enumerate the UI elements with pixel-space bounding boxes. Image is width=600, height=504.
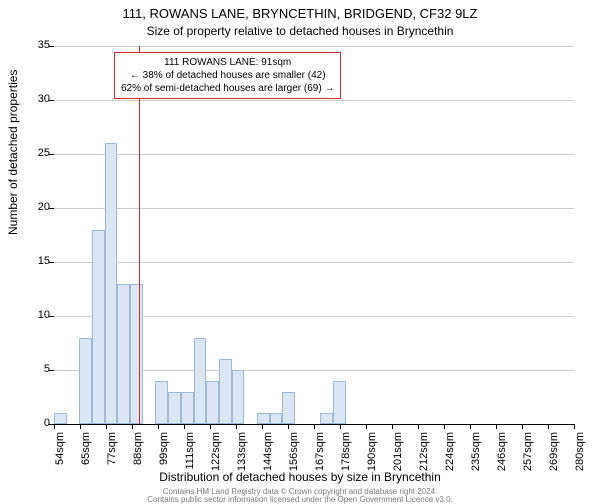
y-tick-label: 25 [20, 147, 50, 159]
x-tick-mark [288, 424, 289, 429]
y-tick-label: 10 [20, 309, 50, 321]
y-tick-mark [49, 100, 54, 101]
y-tick-mark [49, 208, 54, 209]
x-tick-mark [444, 424, 445, 429]
annotation-line: 62% of semi-detached houses are larger (… [121, 82, 334, 95]
annotation-line: 111 ROWANS LANE: 91sqm [121, 56, 334, 69]
x-tick-mark [418, 424, 419, 429]
grid-line [54, 100, 574, 101]
x-tick-mark [236, 424, 237, 429]
x-tick-mark [496, 424, 497, 429]
x-tick-label: 133sqm [236, 432, 248, 472]
chart-title-sub: Size of property relative to detached ho… [0, 24, 600, 38]
x-tick-label: 201sqm [392, 432, 404, 472]
y-tick-mark [49, 262, 54, 263]
histogram-bar [155, 381, 168, 424]
x-tick-mark [184, 424, 185, 429]
x-tick-label: 167sqm [314, 432, 326, 472]
grid-line [54, 46, 574, 47]
histogram-bar [105, 143, 118, 424]
histogram-bar [270, 413, 283, 424]
chart-title-main: 111, ROWANS LANE, BRYNCETHIN, BRIDGEND, … [0, 6, 600, 21]
histogram-bar [320, 413, 333, 424]
x-tick-mark [522, 424, 523, 429]
x-tick-label: 111sqm [184, 432, 196, 472]
reference-line [139, 46, 140, 424]
x-tick-mark [470, 424, 471, 429]
grid-line [54, 262, 574, 263]
x-tick-label: 65sqm [80, 432, 92, 472]
x-tick-label: 257sqm [522, 432, 534, 472]
x-tick-label: 88sqm [132, 432, 144, 472]
grid-line [54, 208, 574, 209]
x-tick-label: 122sqm [210, 432, 222, 472]
y-tick-label: 15 [20, 255, 50, 267]
annotation-line: ← 38% of detached houses are smaller (42… [121, 69, 334, 82]
chart-container: 111, ROWANS LANE, BRYNCETHIN, BRIDGEND, … [0, 0, 600, 500]
x-tick-mark [314, 424, 315, 429]
y-tick-label: 20 [20, 201, 50, 213]
x-tick-mark [132, 424, 133, 429]
histogram-bar [219, 359, 232, 424]
x-tick-label: 190sqm [366, 432, 378, 472]
x-tick-mark [262, 424, 263, 429]
x-tick-label: 246sqm [496, 432, 508, 472]
y-tick-label: 0 [20, 417, 50, 429]
histogram-bar [206, 381, 219, 424]
y-tick-mark [49, 154, 54, 155]
grid-line [54, 154, 574, 155]
histogram-bar [232, 370, 245, 424]
y-tick-label: 5 [20, 363, 50, 375]
y-tick-mark [49, 46, 54, 47]
x-tick-label: 212sqm [418, 432, 430, 472]
x-tick-mark [366, 424, 367, 429]
x-tick-mark [574, 424, 575, 429]
annotation-box: 111 ROWANS LANE: 91sqm ← 38% of detached… [114, 52, 341, 99]
histogram-bar [282, 392, 295, 424]
histogram-bar [333, 381, 346, 424]
x-tick-label: 269sqm [548, 432, 560, 472]
x-tick-label: 99sqm [158, 432, 170, 472]
histogram-bar [194, 338, 207, 424]
histogram-bar [257, 413, 270, 424]
histogram-bar [54, 413, 67, 424]
y-tick-label: 35 [20, 39, 50, 51]
x-tick-mark [340, 424, 341, 429]
y-tick-mark [49, 316, 54, 317]
y-tick-label: 30 [20, 93, 50, 105]
x-tick-label: 156sqm [288, 432, 300, 472]
histogram-bar [130, 284, 143, 424]
histogram-bar [92, 230, 105, 424]
y-tick-mark [49, 370, 54, 371]
y-axis-label: Number of detached properties [6, 70, 20, 235]
x-tick-label: 54sqm [54, 432, 66, 472]
x-tick-mark [54, 424, 55, 429]
footer-credits: Contains HM Land Registry data © Crown c… [0, 488, 600, 504]
x-tick-label: 280sqm [574, 432, 586, 472]
x-tick-mark [210, 424, 211, 429]
x-tick-mark [548, 424, 549, 429]
histogram-bar [79, 338, 92, 424]
x-tick-label: 178sqm [340, 432, 352, 472]
x-tick-mark [80, 424, 81, 429]
histogram-bar [181, 392, 194, 424]
x-tick-mark [158, 424, 159, 429]
x-tick-label: 224sqm [444, 432, 456, 472]
histogram-bar [117, 284, 130, 424]
plot-area: 111 ROWANS LANE: 91sqm ← 38% of detached… [54, 46, 574, 425]
x-tick-label: 235sqm [470, 432, 482, 472]
x-axis-label: Distribution of detached houses by size … [0, 470, 600, 484]
x-tick-label: 77sqm [106, 432, 118, 472]
x-tick-mark [392, 424, 393, 429]
x-tick-label: 144sqm [262, 432, 274, 472]
x-tick-mark [106, 424, 107, 429]
histogram-bar [168, 392, 181, 424]
